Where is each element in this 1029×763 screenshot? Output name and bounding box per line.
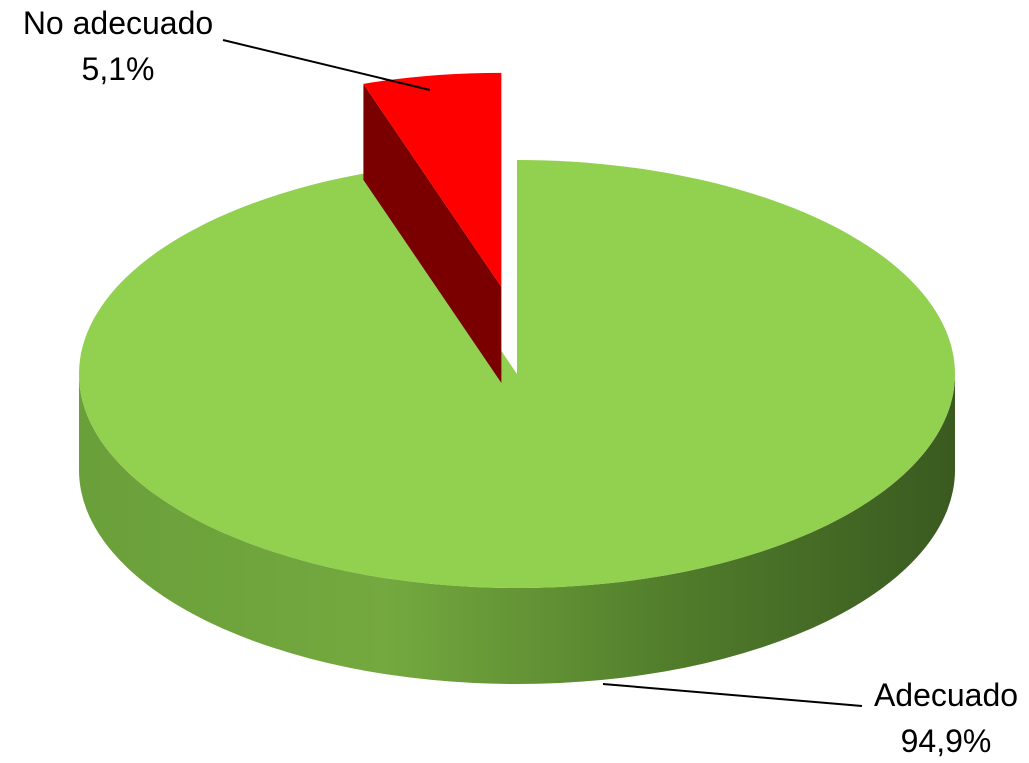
label-adecuado-value: 94,9% bbox=[901, 723, 992, 758]
label-no-adecuado-name: No adecuado bbox=[23, 5, 213, 41]
slice-adecuado bbox=[78, 160, 955, 684]
slice-adecuado-side bbox=[79, 374, 955, 684]
slice-adecuado-top bbox=[78, 160, 955, 588]
slice-no-adecuado bbox=[363, 72, 502, 383]
label-no-adecuado-value: 5,1% bbox=[82, 51, 155, 87]
label-adecuado-name: Adecuado bbox=[874, 677, 1018, 713]
leader-line-adecuado bbox=[602, 683, 863, 707]
slice-no-adecuado-side bbox=[363, 83, 502, 383]
slice-no-adecuado-top bbox=[363, 72, 502, 287]
leader-line-no-adecuado bbox=[222, 39, 431, 91]
